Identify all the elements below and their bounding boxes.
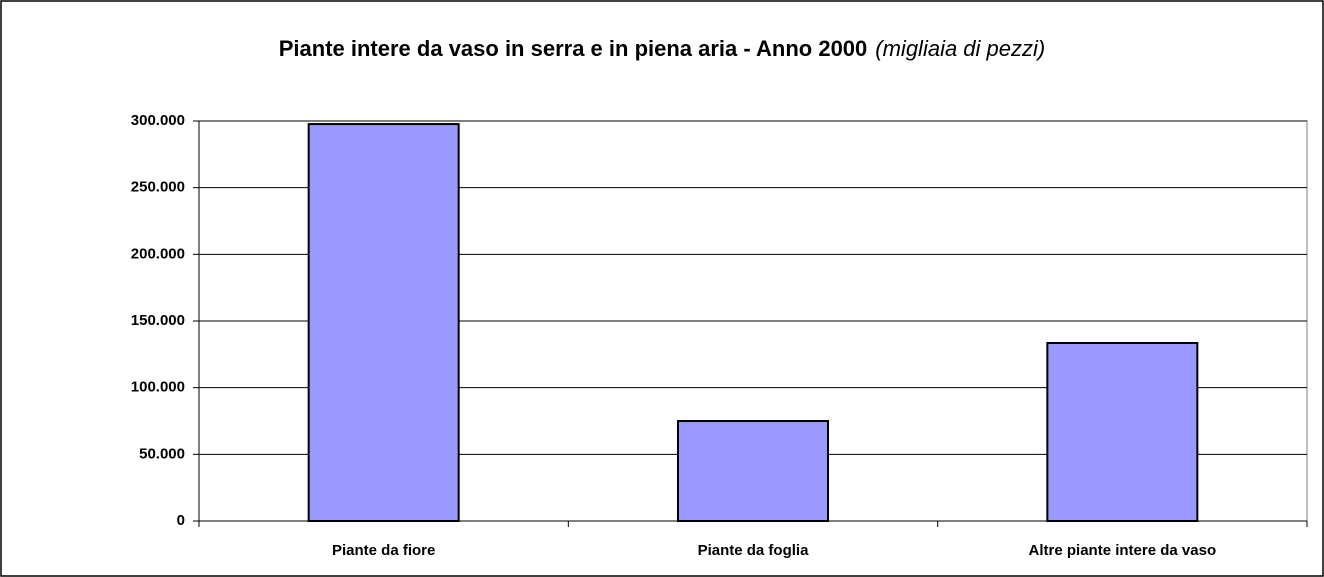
chart-title-group: Piante intere da vaso in serra e in pien… [279,36,1045,61]
chart-title: Piante intere da vaso in serra e in pien… [279,36,868,61]
x-tick-label: Piante da foglia [698,542,810,559]
y-tick-label: 300.000 [131,112,185,129]
y-tick-label: 150.000 [131,312,185,329]
x-tick-label: Piante da fiore [332,542,435,559]
x-tick-label: Altre piante intere da vaso [1029,542,1217,559]
bar [307,123,460,522]
y-tick-label: 100.000 [131,379,185,396]
y-tick-label: 0 [177,512,185,529]
chart-subtitle: (migliaia di pezzi) [875,36,1045,61]
bar [677,420,829,522]
y-tick-label: 200.000 [131,245,185,262]
bar [1046,342,1199,522]
y-tick-label: 250.000 [131,179,185,196]
y-tick-label: 50.000 [139,445,185,462]
